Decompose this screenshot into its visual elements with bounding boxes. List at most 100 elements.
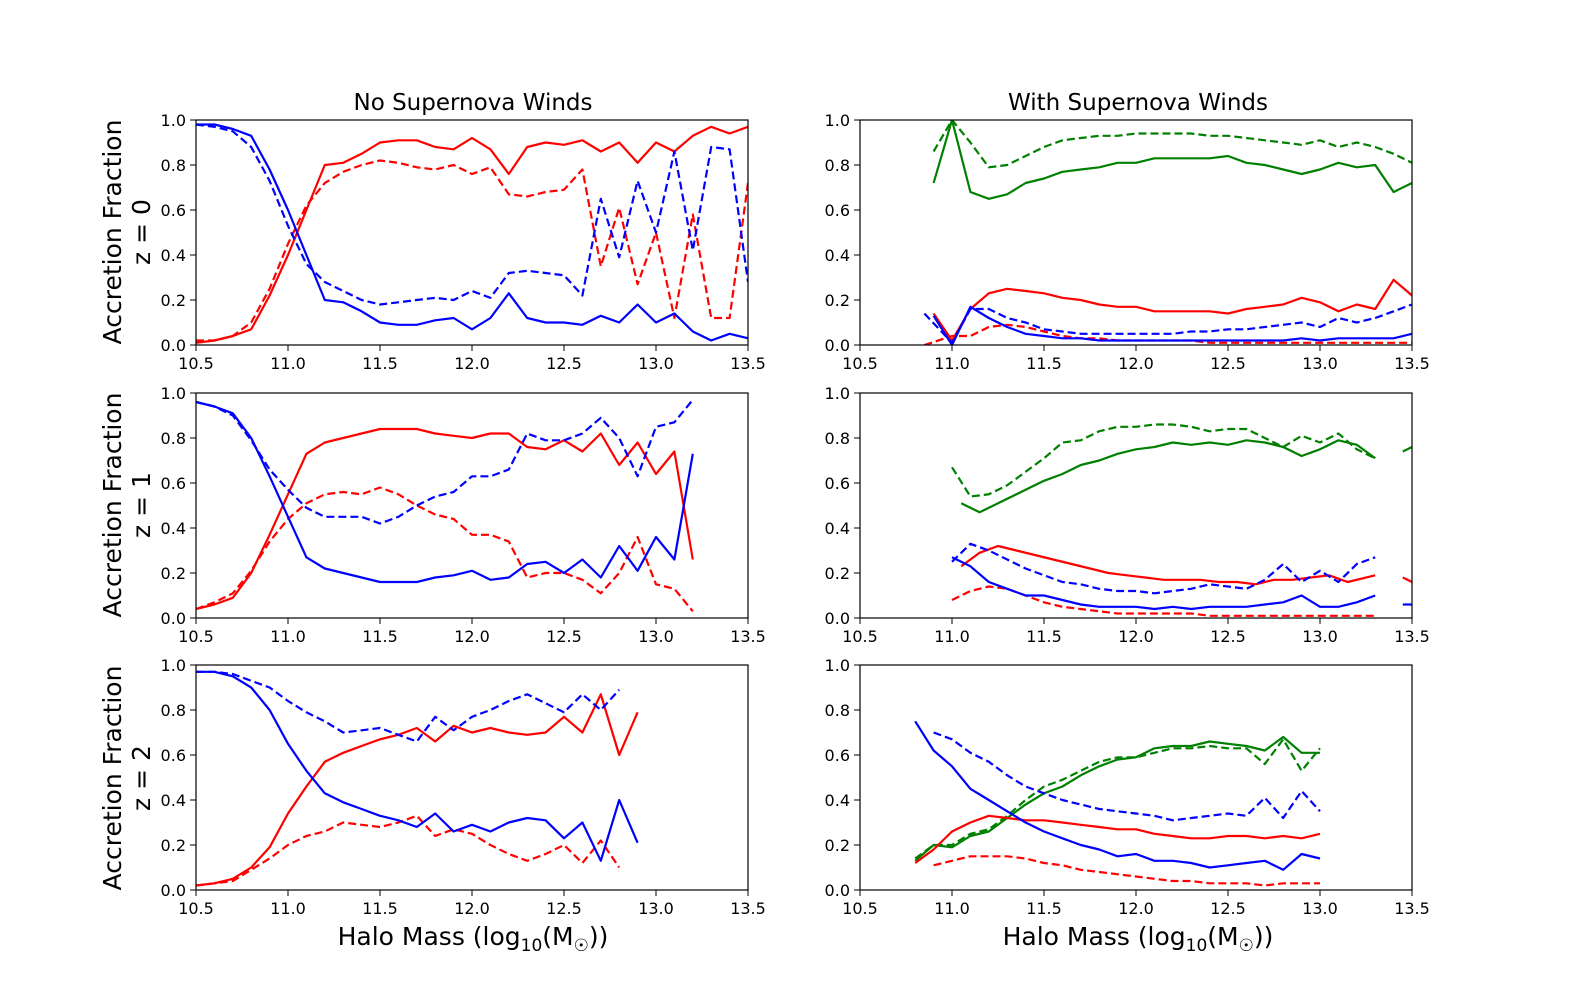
x-tick-label: 11.0 — [934, 899, 970, 918]
series-red-solid-13-5- — [1402, 576, 1412, 583]
x-tick-label: 12.5 — [546, 627, 582, 646]
y-tick-label: 0.6 — [161, 474, 186, 493]
y-tick-label: 0.6 — [825, 474, 850, 493]
y-tick-label: 0.0 — [161, 336, 186, 355]
x-tick-label: 12.0 — [454, 627, 490, 646]
y-tick-label: 1.0 — [161, 111, 186, 130]
panels: 10.5 11.0 11.5 12.0 12.5 13.0 13.5 0.0 0.2 0.4 0.6… — [161, 111, 1430, 918]
xlabel-right: Halo Mass (log10(M☉)) — [1003, 922, 1274, 956]
series-group — [914, 720, 1321, 887]
x-tick-label: 12.0 — [454, 899, 490, 918]
x-tick-label: 10.5 — [178, 354, 214, 373]
x-tick-label: 11.0 — [934, 627, 970, 646]
series-red-dashed — [196, 486, 694, 612]
series-group — [923, 120, 1412, 345]
y-tick-label: 0.2 — [161, 564, 186, 583]
x-tick-label: 12.5 — [1210, 627, 1246, 646]
col-title-no-winds: No Supernova Winds — [353, 90, 592, 116]
y-tick-label: 0.2 — [825, 564, 850, 583]
x-tick-label: 13.0 — [1302, 627, 1338, 646]
y-tick-label: 1.0 — [161, 656, 186, 675]
x-tick-label: 10.5 — [842, 627, 878, 646]
x-tick-label: 12.0 — [454, 354, 490, 373]
y-tick-label: 0.2 — [161, 836, 186, 855]
series-red-solid — [932, 278, 1412, 342]
y-tick-label: 0.4 — [825, 519, 850, 538]
series-blue-dashed — [923, 303, 1412, 344]
series-red-solid — [196, 125, 748, 344]
y-tick-label: 0.4 — [825, 791, 850, 810]
y-tick-label: 1.0 — [161, 384, 186, 403]
x-tick-label: 13.0 — [638, 899, 674, 918]
panel-d: 10.5 11.0 11.5 12.0 12.5 13.0 13.5 0.0 0.2 0.4 0.6… — [825, 384, 1430, 646]
series-blue-solid — [932, 305, 1412, 345]
row-label-z0: z = 0 — [127, 199, 156, 265]
series-green-solid-13-5- — [1402, 446, 1412, 453]
x-tick-label: 12.5 — [546, 354, 582, 373]
y-tick-label: 0.8 — [825, 156, 850, 175]
x-tick-label: 12.5 — [1210, 899, 1246, 918]
y-tick-label: 0.0 — [161, 609, 186, 628]
x-tick-label: 13.5 — [1394, 354, 1430, 373]
y-tick-label: 0.0 — [825, 609, 850, 628]
series-group — [951, 423, 1412, 617]
x-tick-label: 11.5 — [362, 899, 398, 918]
panel-e: 10.5 11.0 11.5 12.0 12.5 13.0 13.5 0.0 0.2 0.4 0.6… — [161, 656, 766, 918]
row-label-z1: z = 1 — [127, 472, 156, 538]
x-tick-label: 11.5 — [362, 354, 398, 373]
series-blue-solid — [196, 670, 639, 862]
x-tick-label: 13.5 — [1394, 627, 1430, 646]
series-blue-solid — [196, 400, 694, 584]
plot-frame — [859, 664, 1413, 891]
x-tick-label: 12.0 — [1118, 627, 1154, 646]
y-tick-label: 0.4 — [161, 791, 186, 810]
x-tick-label: 11.0 — [270, 627, 306, 646]
panel-b: 10.5 11.0 11.5 12.0 12.5 13.0 13.5 0.0 0.2 0.4 0.6… — [825, 111, 1430, 373]
row-label-z2: z = 2 — [127, 745, 156, 811]
x-tick-label: 12.0 — [1118, 899, 1154, 918]
y-tick-label: 0.2 — [825, 291, 850, 310]
x-tick-label: 12.5 — [1210, 354, 1246, 373]
series-red-solid — [196, 427, 694, 611]
x-tick-label: 11.0 — [270, 354, 306, 373]
series-group — [196, 399, 694, 612]
series-green-dashed — [932, 120, 1412, 169]
x-tick-label: 13.0 — [1302, 354, 1338, 373]
x-tick-label: 10.5 — [178, 899, 214, 918]
x-tick-label: 10.5 — [178, 627, 214, 646]
x-tick-label: 13.0 — [638, 354, 674, 373]
series-green-solid — [914, 735, 1320, 862]
plot-frame — [195, 664, 749, 891]
y-tick-label: 0.0 — [825, 881, 850, 900]
series-blue-dashed — [933, 731, 1321, 822]
series-red-solid — [914, 814, 1321, 864]
plot-frame — [195, 119, 749, 346]
y-tick-label: 0.4 — [161, 246, 186, 265]
series-red-solid — [960, 544, 1376, 586]
y-tick-label: 0.2 — [161, 291, 186, 310]
series-blue-solid — [914, 720, 1321, 871]
x-tick-label: 11.5 — [1026, 899, 1062, 918]
y-tick-label: 0.0 — [161, 881, 186, 900]
series-blue-dashed — [196, 670, 621, 743]
xlabel-left: Halo Mass (log10(M☉)) — [338, 922, 609, 956]
series-red-dashed — [933, 855, 1320, 887]
series-red-dashed — [196, 814, 621, 887]
series-group — [196, 670, 639, 887]
x-tick-label: 11.5 — [1026, 354, 1062, 373]
col-title-with-winds: With Supernova Winds — [1008, 90, 1268, 116]
x-tick-label: 12.0 — [1118, 354, 1154, 373]
panel-c: 10.5 11.0 11.5 12.0 12.5 13.0 13.5 0.0 0.2 0.4 0.6… — [161, 384, 766, 646]
y-tick-label: 0.6 — [825, 746, 850, 765]
y-tick-label: 0.0 — [825, 336, 850, 355]
series-blue-dashed — [196, 399, 694, 525]
x-tick-label: 13.5 — [1394, 899, 1430, 918]
y-tick-label: 0.8 — [161, 156, 186, 175]
y-tick-label: 0.8 — [825, 429, 850, 448]
series-green-dashed — [914, 738, 1321, 860]
y-tick-label: 1.0 — [825, 656, 850, 675]
y-tick-label: 0.4 — [161, 519, 186, 538]
y-tick-label: 0.4 — [825, 246, 850, 265]
x-tick-label: 11.5 — [362, 627, 398, 646]
